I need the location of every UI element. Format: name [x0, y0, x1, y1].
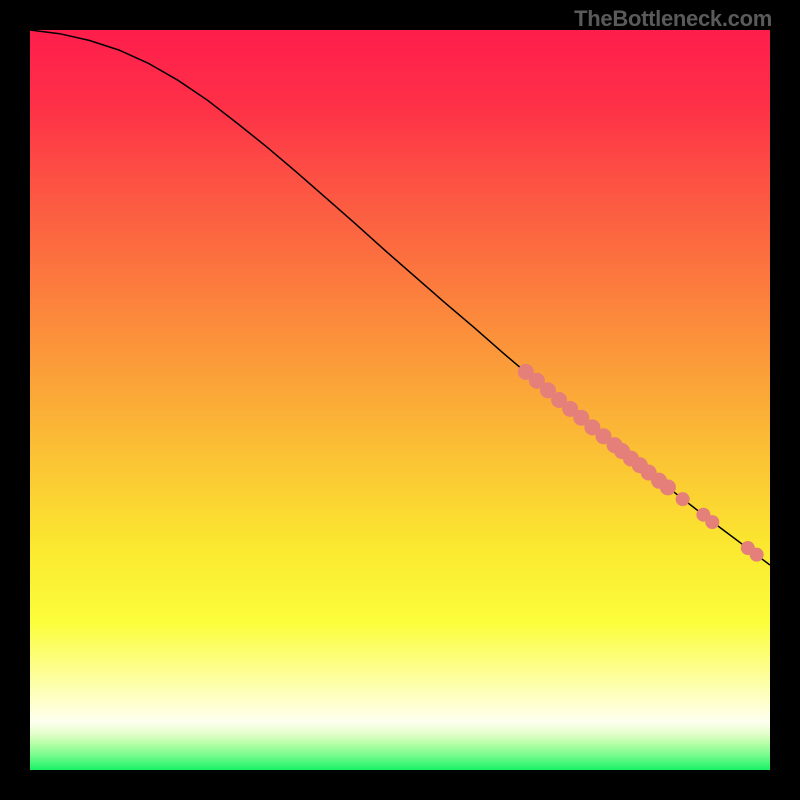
chart-plot-area [30, 30, 770, 770]
watermark-label: TheBottleneck.com [574, 6, 772, 32]
gradient-background [30, 30, 770, 770]
